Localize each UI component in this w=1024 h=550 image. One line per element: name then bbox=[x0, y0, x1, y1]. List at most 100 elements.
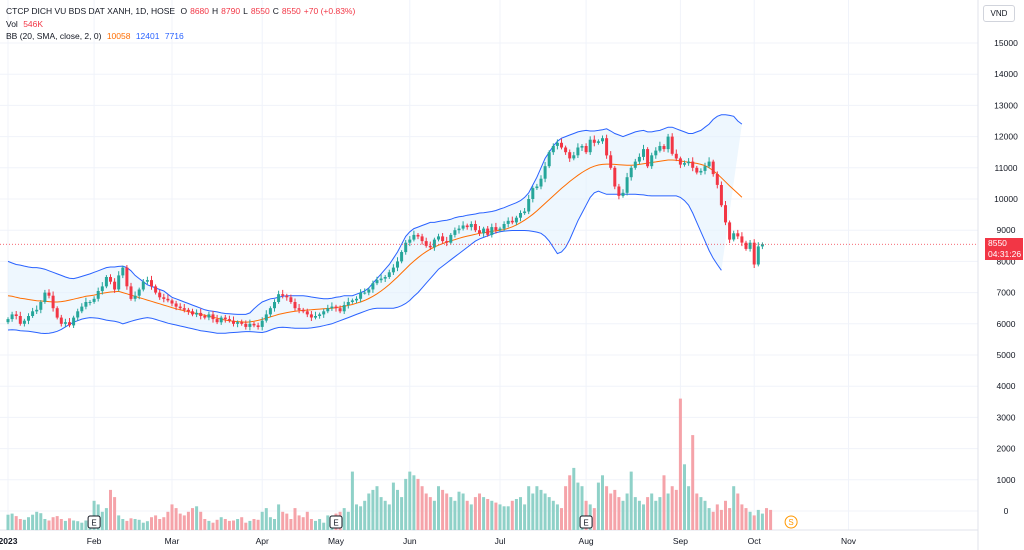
candle-body bbox=[285, 295, 289, 298]
volume-bar bbox=[199, 511, 203, 531]
candle-body bbox=[63, 322, 67, 324]
volume-legend: Vol 546K bbox=[6, 19, 46, 29]
candle-body bbox=[432, 239, 436, 248]
volume-bar bbox=[375, 486, 379, 530]
volume-bar bbox=[10, 513, 14, 530]
volume-bar bbox=[744, 508, 748, 530]
candle-body bbox=[252, 323, 256, 326]
volume-bar bbox=[437, 486, 440, 530]
candle-body bbox=[703, 166, 707, 171]
candle-body bbox=[687, 161, 691, 164]
volume-bar bbox=[92, 500, 96, 530]
price-axis-label: 6000 bbox=[997, 319, 1016, 329]
volume-bar bbox=[760, 513, 764, 530]
volume-bar bbox=[404, 478, 408, 530]
volume-bar bbox=[51, 517, 55, 530]
volume-bar bbox=[621, 500, 625, 530]
volume-bar bbox=[691, 435, 695, 530]
candle-body bbox=[752, 242, 756, 265]
volume-bar bbox=[482, 497, 486, 530]
candle-body bbox=[617, 186, 621, 196]
price-axis-label: 7000 bbox=[997, 288, 1016, 298]
candle-body bbox=[27, 316, 30, 321]
volume-bar bbox=[494, 502, 498, 530]
candle-body bbox=[637, 156, 641, 162]
candle-body bbox=[527, 199, 531, 212]
volume-bar bbox=[326, 515, 330, 530]
candle-body bbox=[338, 308, 342, 312]
volume-bar bbox=[449, 497, 453, 530]
candle-body bbox=[244, 323, 248, 327]
candle-body bbox=[145, 280, 149, 282]
candle-body bbox=[109, 277, 112, 282]
candle-body bbox=[207, 314, 211, 318]
volume-bar bbox=[63, 520, 67, 530]
price-axis-label: 4000 bbox=[997, 381, 1016, 391]
candle-body bbox=[482, 228, 486, 234]
candle-body bbox=[158, 292, 162, 298]
candle-body bbox=[162, 297, 166, 299]
volume-bar bbox=[68, 518, 71, 530]
volume-bar bbox=[564, 486, 568, 530]
candle-body bbox=[268, 308, 272, 315]
volume-bar bbox=[31, 514, 35, 530]
candle-body bbox=[621, 192, 625, 196]
volume-bar bbox=[293, 508, 297, 530]
candle-body bbox=[174, 303, 178, 307]
candle-body bbox=[453, 230, 457, 235]
candle-body bbox=[342, 305, 346, 312]
candle-body bbox=[277, 294, 281, 302]
volume-bar bbox=[441, 489, 445, 530]
candle-body bbox=[100, 286, 104, 292]
volume-bar bbox=[658, 497, 662, 530]
candle-body bbox=[387, 272, 391, 277]
candle-body bbox=[248, 323, 252, 327]
time-axis-label: 2023 bbox=[0, 536, 18, 546]
volume-bar bbox=[387, 504, 391, 530]
candle-body bbox=[170, 300, 174, 304]
candle-body bbox=[691, 161, 695, 168]
volume-bar bbox=[642, 504, 645, 530]
candle-body bbox=[72, 317, 76, 326]
time-axis-label: Oct bbox=[748, 536, 762, 546]
candle-body bbox=[486, 228, 490, 235]
volume-bar bbox=[539, 489, 543, 530]
volume-bar bbox=[453, 500, 457, 530]
candle-body bbox=[695, 167, 699, 173]
candle-body bbox=[732, 233, 736, 240]
volume-value: 546K bbox=[23, 19, 44, 29]
price-axis-label: 0 bbox=[1004, 506, 1009, 516]
low-value: 8550 bbox=[250, 6, 270, 16]
volume-bar bbox=[301, 517, 305, 530]
volume-bar bbox=[227, 520, 231, 530]
currency-button[interactable]: VND bbox=[983, 5, 1015, 22]
volume-bar bbox=[490, 500, 494, 530]
volume-bar bbox=[560, 508, 563, 530]
candle-body bbox=[502, 224, 506, 229]
candle-body bbox=[646, 149, 650, 167]
candle-body bbox=[293, 302, 297, 309]
volume-bar bbox=[100, 511, 104, 531]
candle-body bbox=[539, 178, 543, 187]
volume-bar bbox=[461, 493, 465, 530]
candle-body bbox=[22, 320, 26, 324]
candle-body bbox=[711, 161, 715, 175]
candle-body bbox=[355, 298, 358, 301]
candle-body bbox=[150, 280, 153, 287]
volume-bar bbox=[695, 493, 699, 530]
volume-bar bbox=[137, 519, 141, 530]
bb-lower-value: 7716 bbox=[164, 31, 184, 41]
bb-upper-line bbox=[7, 114, 743, 315]
volume-bar bbox=[248, 520, 252, 530]
candle-body bbox=[6, 319, 10, 323]
candle-body bbox=[662, 146, 666, 150]
candle-body bbox=[68, 322, 71, 326]
candle-body bbox=[437, 236, 440, 240]
time-axis-label: Sep bbox=[673, 536, 688, 546]
candle-body bbox=[10, 314, 14, 320]
candle-body bbox=[273, 302, 276, 309]
open-value: 8680 bbox=[190, 6, 210, 16]
candle-body bbox=[137, 289, 141, 296]
volume-bar bbox=[355, 504, 358, 530]
